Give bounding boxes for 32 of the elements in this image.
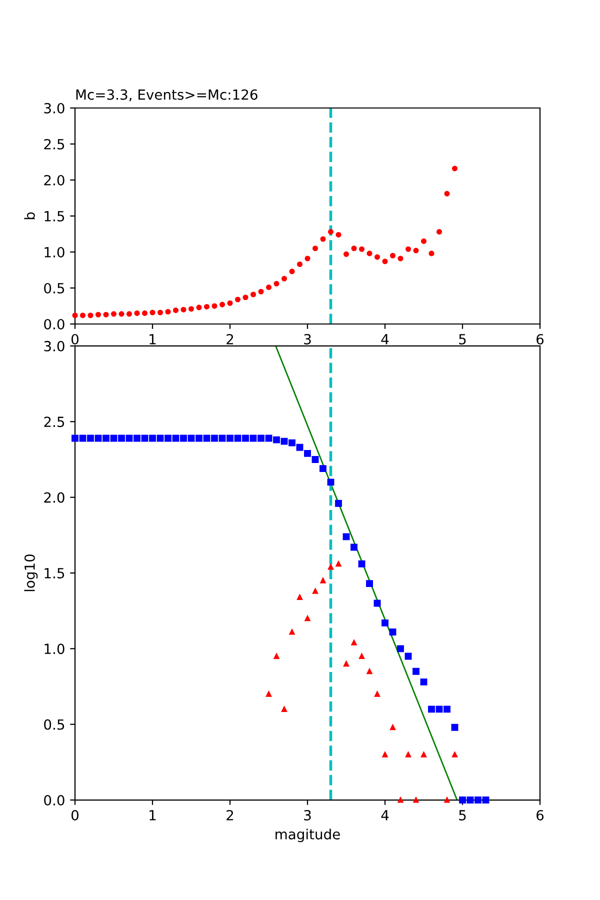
x-tick-label: 1	[150, 334, 156, 344]
y-tick-label: 3.0	[44, 340, 64, 352]
y-tick-label: 3.0	[44, 102, 64, 114]
x-tick-label: 2	[226, 810, 234, 820]
x-tick-label: 0	[71, 810, 78, 820]
x-tick-label: 4	[381, 810, 389, 820]
x-tick-label: 4	[381, 334, 389, 344]
x-tick-label: 1	[150, 810, 156, 820]
y-tick-label: 2.5	[44, 416, 64, 428]
x-tick-label: 0	[71, 334, 78, 344]
x-tick-label: 6	[536, 810, 544, 820]
y-axis-title: log10	[24, 554, 38, 592]
chart-title: Mc=3.3, Events>=Mc:126	[76, 89, 258, 102]
y-tick-label: 2.5	[44, 138, 64, 150]
x-tick-label: 5	[459, 810, 466, 820]
y-tick-label: 1.0	[44, 644, 64, 654]
x-tick-label: 6	[536, 334, 544, 344]
y-tick-label: 0.5	[44, 282, 64, 294]
x-tick-label: 3	[304, 334, 311, 344]
y-tick-label: 1.5	[44, 568, 64, 578]
y-tick-label: 2.0	[44, 174, 64, 186]
x-tick-label: 5	[459, 334, 466, 344]
y-tick-label: 1.0	[44, 246, 64, 258]
x-tick-label: 2	[226, 334, 234, 344]
y-tick-label: 1.5	[44, 211, 64, 222]
y-tick-label: 0.5	[44, 719, 64, 730]
x-axis-title: magitude	[276, 828, 340, 842]
y-tick-label: 0.0	[44, 318, 64, 330]
y-tick-label: 0.0	[44, 794, 64, 806]
y-tick-label: 2.0	[44, 492, 64, 503]
x-tick-label: 3	[304, 810, 311, 820]
y-axis-title: b	[24, 212, 35, 220]
